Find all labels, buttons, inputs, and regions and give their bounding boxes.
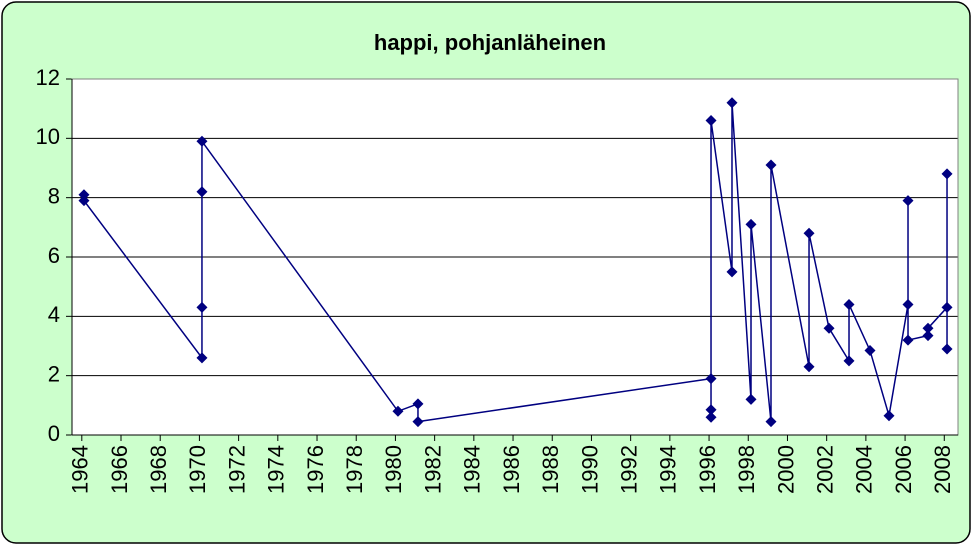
marker <box>196 301 208 313</box>
marker <box>705 411 717 423</box>
x-tick-label: 2002 <box>812 445 837 494</box>
marker <box>922 330 934 342</box>
marker <box>726 97 738 109</box>
y-tick-label: 8 <box>48 183 60 208</box>
marker <box>196 352 208 364</box>
x-tick-label: 1984 <box>460 445 485 494</box>
x-tick-label: 2008 <box>930 445 955 494</box>
marker <box>765 159 777 171</box>
marker <box>78 189 90 201</box>
marker <box>823 322 835 334</box>
marker <box>864 344 876 356</box>
x-tick-label: 1968 <box>146 445 171 494</box>
x-tick-label: 1976 <box>303 445 328 494</box>
marker <box>941 301 953 313</box>
y-tick-label: 10 <box>36 124 60 149</box>
marker <box>726 266 738 278</box>
marker <box>412 416 424 428</box>
x-tick-label: 1994 <box>656 445 681 494</box>
marker <box>922 322 934 334</box>
marker <box>705 404 717 416</box>
x-tick-label: 1996 <box>695 445 720 494</box>
y-tick-label: 0 <box>48 421 60 446</box>
marker <box>196 135 208 147</box>
marker <box>883 410 895 422</box>
marker <box>705 115 717 127</box>
marker <box>78 195 90 207</box>
y-tick-label: 2 <box>48 361 60 386</box>
series-line <box>83 102 948 423</box>
x-tick-label: 1964 <box>68 445 93 494</box>
marker <box>902 298 914 310</box>
x-tick-label: 1988 <box>538 445 563 494</box>
x-tick-label: 2000 <box>773 445 798 494</box>
chart-title: happi, pohjanläheinen <box>374 30 606 55</box>
marker <box>941 343 953 355</box>
x-tick-label: 1974 <box>264 445 289 494</box>
x-tick-label: 2006 <box>891 445 916 494</box>
marker <box>803 361 815 373</box>
marker <box>705 373 717 385</box>
marker <box>843 298 855 310</box>
x-tick-label: 1980 <box>381 445 406 494</box>
marker <box>412 398 424 410</box>
marker <box>941 168 953 180</box>
marker <box>196 186 208 198</box>
y-tick-label: 6 <box>48 243 60 268</box>
marker <box>902 334 914 346</box>
x-tick-label: 1978 <box>342 445 367 494</box>
marker <box>803 227 815 239</box>
marker <box>745 393 757 405</box>
x-tick-label: 1970 <box>185 445 210 494</box>
marker <box>765 416 777 428</box>
x-tick-label: 1966 <box>107 445 132 494</box>
marker <box>392 405 404 417</box>
marker <box>902 195 914 207</box>
x-tick-label: 1972 <box>224 445 249 494</box>
y-tick-label: 4 <box>48 302 60 327</box>
marker <box>843 355 855 367</box>
x-tick-label: 1982 <box>420 445 445 494</box>
x-tick-label: 1998 <box>734 445 759 494</box>
marker <box>745 218 757 230</box>
x-tick-label: 1990 <box>577 445 602 494</box>
x-tick-label: 1986 <box>499 445 524 494</box>
x-tick-label: 2004 <box>852 445 877 494</box>
y-tick-label: 12 <box>36 65 60 90</box>
x-tick-label: 1992 <box>616 445 641 494</box>
